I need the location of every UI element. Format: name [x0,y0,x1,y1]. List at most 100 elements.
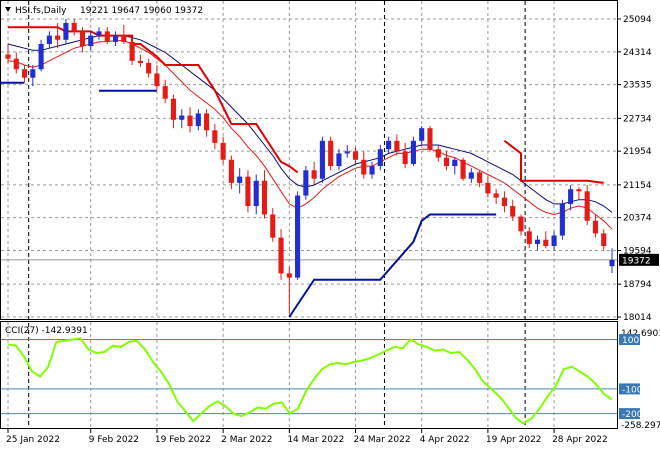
candle-body [526,231,532,244]
candle-body [576,189,582,192]
cci-level-badge [619,334,640,346]
candle-body [112,35,119,42]
candle [435,145,441,162]
candle-body [261,180,268,215]
candle-body [386,140,392,150]
candle-body [303,170,309,196]
candle-body [361,159,367,175]
candle-body [328,140,334,167]
fast-moving-average [7,40,613,230]
candle [154,65,160,91]
candle-body [601,233,607,247]
candle [410,136,416,167]
price-tick-label: 18794 [623,280,652,290]
candle [278,229,284,280]
time-tick-label: 24 Mar 2022 [354,435,411,445]
candle-body [55,35,61,40]
candle-body [220,142,226,160]
cci-level-lines [1,339,617,415]
price-panel[interactable] [0,0,618,320]
candle-body [551,235,557,247]
candle [195,109,201,131]
candle-body [485,182,491,194]
candle [452,157,458,175]
candle [63,19,69,45]
candle-body [63,22,69,40]
candle [493,189,499,204]
candle-body [493,193,499,198]
candle-body [452,159,458,167]
candle-body [162,86,168,99]
cci-level-badge [619,408,640,420]
cci-level-badge [619,383,640,395]
candle-body [170,98,177,120]
candle [534,235,541,251]
candle-body [13,58,19,70]
candle [319,136,325,183]
candle [30,65,36,87]
candle [228,155,234,190]
candle-body [510,206,516,217]
candle-body [477,172,483,183]
candle [592,214,599,238]
candle [170,94,177,129]
candle [79,27,86,53]
lower-stop-line [288,213,497,318]
candle [38,39,44,72]
candle [71,19,77,36]
candle-body [71,22,77,32]
candle-body [38,44,44,70]
candle [21,65,28,82]
candle [584,185,590,225]
candle [568,185,574,211]
price-tick-label: 24314 [623,48,652,58]
candle-body [278,237,284,274]
candle [518,214,524,236]
candle [129,37,135,66]
candle-body [137,60,143,63]
price-tick-label: 21154 [623,181,652,191]
candle [377,145,383,171]
candle-body [344,151,350,154]
candle-body [518,216,524,232]
candle-body [534,239,541,244]
candle-body [559,203,565,236]
cci-level-label: -100 [622,385,643,395]
candle [601,229,607,251]
candle-body [129,41,135,61]
candle-body [394,140,400,152]
time-tick-label: 2 Mar 2022 [221,435,272,445]
candle [477,170,483,188]
candle [88,31,94,51]
candle-body [179,115,185,120]
cci-line [7,337,613,425]
candle-body [592,220,599,234]
candle-body [270,214,276,238]
candle [121,25,127,45]
time-tick-label: 19 Feb 2022 [155,435,211,445]
candle [55,22,61,49]
candle-body [228,159,234,183]
chevron-down-icon[interactable] [5,7,11,12]
time-tick-label: 9 Feb 2022 [89,435,139,445]
candle [344,145,350,158]
candle [526,227,532,249]
candle-body [410,140,416,164]
time-tick-label: 14 Mar 2022 [287,435,344,445]
candle-body [468,172,474,179]
candle [212,123,218,150]
candle-body [195,113,201,127]
candle-body [212,130,218,143]
candle-body [419,128,425,141]
current-price: 19372 [622,256,651,266]
candle-body [501,197,508,207]
candle [179,109,185,129]
candle-body [319,140,325,179]
candle-body [21,69,28,78]
upper-stop-line [503,140,604,184]
cci-panel[interactable] [0,321,618,429]
candle [394,134,400,156]
